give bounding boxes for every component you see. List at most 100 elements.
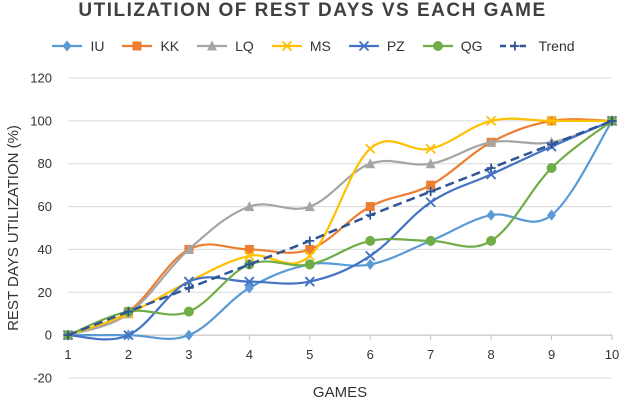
data-point-trend [123, 307, 133, 317]
data-point-qg [425, 235, 436, 246]
data-point-trend [547, 139, 557, 149]
data-point-pz [485, 169, 497, 180]
x-tick-label: 2 [125, 347, 132, 362]
data-point-pz [244, 276, 255, 287]
x-tick-label: 3 [185, 347, 192, 362]
legend-label-lq: LQ [235, 38, 254, 54]
legend-marker-qg [432, 41, 443, 51]
data-point-trend [184, 283, 194, 293]
legend-item-ms: MS [270, 38, 331, 54]
data-point-qg [183, 306, 194, 317]
data-point-pz [425, 197, 436, 208]
data-point-trend [486, 163, 496, 173]
legend-item-kk: KK [120, 38, 179, 54]
y-tick-label: 80 [38, 156, 52, 171]
data-point-lq [244, 201, 255, 212]
data-point-ms [365, 143, 376, 154]
legend-marker-iu [62, 40, 72, 52]
x-tick-label: 8 [487, 347, 494, 362]
x-tick-label: 6 [367, 347, 374, 362]
data-point-lq [486, 136, 497, 147]
legend-item-pz: PZ [347, 38, 405, 54]
legend-label-ms: MS [309, 38, 331, 54]
x-tick-label: 5 [306, 347, 313, 362]
x-axis-title: GAMES [313, 384, 367, 401]
legend-label-qg: QG [460, 38, 483, 54]
y-tick-label: 20 [38, 285, 52, 300]
series-line-iu [67, 120, 613, 340]
x-tick-label: 1 [64, 347, 71, 362]
data-point-lq [425, 158, 436, 169]
data-point-iu [547, 209, 557, 221]
x-tick-label: 4 [246, 347, 253, 362]
legend: IU KK LQ MS PZ QG Trend [0, 36, 625, 56]
legend-swatch-lq [197, 40, 228, 51]
legend-label-kk: KK [160, 38, 180, 54]
legend-marker-pz [358, 40, 369, 52]
data-point-ms [546, 115, 557, 126]
series-line-pz [67, 119, 613, 341]
legend-marker-ms [281, 40, 292, 52]
legend-swatch-pz [348, 40, 379, 52]
legend-marker-lq [207, 40, 218, 51]
series-line-qg [67, 120, 613, 337]
legend-label-trend: Trend [538, 38, 575, 54]
y-tick-label: 120 [30, 71, 52, 86]
data-point-pz [183, 276, 195, 287]
data-point-kk [305, 244, 315, 254]
data-point-kk [244, 244, 254, 254]
y-tick-label: 100 [30, 113, 52, 128]
legend-item-qg: QG [421, 38, 483, 54]
x-tick-label: 7 [427, 347, 434, 362]
data-point-kk [365, 202, 375, 212]
legend-swatch-qg [422, 41, 453, 51]
legend-label-iu: IU [90, 38, 105, 54]
data-point-ms [304, 250, 315, 261]
x-tick-label: 10 [605, 347, 619, 362]
data-point-pz [304, 276, 315, 287]
data-point-qg [365, 235, 376, 246]
data-point-iu [244, 282, 254, 294]
data-point-pz [365, 250, 376, 261]
data-point-trend [305, 236, 315, 246]
data-point-trend [426, 187, 436, 197]
chart-title: UTILIZATION OF REST DAYS VS EACH GAME [78, 0, 547, 21]
data-point-lq [365, 158, 376, 169]
legend-swatch-ms [271, 40, 302, 52]
data-point-iu [365, 258, 375, 270]
legend-swatch-trend [500, 41, 531, 51]
data-point-ms [244, 250, 255, 261]
y-axis-title: REST DAYS UTILIZATION (%) [5, 125, 22, 331]
legend-label-pz: PZ [386, 38, 405, 54]
legend-item-trend: Trend [498, 38, 575, 54]
data-point-ms [485, 115, 497, 126]
legend-marker-kk [132, 41, 142, 51]
legend-marker-trend [510, 41, 520, 51]
y-tick-label: 60 [38, 199, 52, 214]
data-point-kk [426, 180, 436, 190]
y-tick-label: -20 [33, 371, 52, 386]
y-tick-label: 40 [38, 242, 52, 257]
data-point-trend [607, 116, 617, 126]
series-trend [63, 116, 617, 340]
series-line-ms [67, 117, 612, 337]
data-point-trend [365, 210, 375, 220]
data-point-iu [184, 329, 194, 341]
x-tick-label: 9 [548, 347, 555, 362]
data-point-qg [304, 259, 315, 270]
data-point-iu [486, 209, 496, 221]
legend-swatch-kk [122, 41, 153, 51]
data-point-trend [244, 259, 254, 269]
data-point-trend [63, 330, 73, 340]
data-point-lq [304, 201, 315, 212]
data-point-qg [546, 163, 557, 173]
legend-item-lq: LQ [195, 38, 254, 54]
series-line-kk [67, 118, 613, 337]
y-tick-label: 0 [45, 328, 52, 343]
data-point-qg [486, 235, 497, 246]
data-point-pz [123, 330, 134, 341]
legend-item-iu: IU [50, 38, 104, 54]
data-point-ms [425, 143, 436, 154]
series-kk [63, 116, 617, 340]
